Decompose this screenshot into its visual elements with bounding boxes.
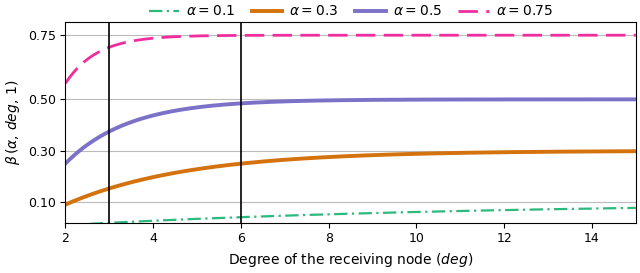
X-axis label: Degree of the receiving node ($deg$): Degree of the receiving node ($deg$) [228,251,474,269]
Legend: $\alpha = 0.1$, $\alpha = 0.3$, $\alpha = 0.5$, $\alpha = 0.75$: $\alpha = 0.1$, $\alpha = 0.3$, $\alpha … [148,4,552,18]
$\alpha = 0.75$ [61,82,69,85]
$\alpha = 0.75$ [506,34,514,37]
$\alpha = 0.75$ [292,34,300,37]
$\alpha = 0.3$ [292,157,300,161]
$\alpha = 0.1$ [61,224,69,227]
$\alpha = 0.3$ [506,150,514,154]
$\alpha = 0.3$ [313,156,321,159]
$\alpha = 0.3$ [516,150,524,154]
$\alpha = 0.75$ [120,41,127,44]
$\alpha = 0.1$ [516,208,524,211]
Line: $\alpha = 0.5$: $\alpha = 0.5$ [65,99,636,164]
$\alpha = 0.3$ [453,151,461,155]
$\alpha = 0.3$ [61,203,69,206]
$\alpha = 0.5$ [120,123,127,127]
$\alpha = 0.5$ [506,98,514,101]
$\alpha = 0.1$ [453,209,461,213]
Line: $\alpha = 0.1$: $\alpha = 0.1$ [65,208,636,225]
$\alpha = 0.3$ [632,150,639,153]
$\alpha = 0.1$ [120,221,127,224]
$\alpha = 0.1$ [313,213,321,216]
$\alpha = 0.75$ [632,34,639,37]
$\alpha = 0.5$ [61,162,69,165]
$\alpha = 0.5$ [453,98,461,101]
$\alpha = 0.75$ [516,34,524,37]
$\alpha = 0.1$ [632,206,639,210]
$\alpha = 0.75$ [453,34,461,37]
$\alpha = 0.1$ [506,208,514,212]
$\alpha = 0.5$ [516,98,524,101]
Line: $\alpha = 0.3$: $\alpha = 0.3$ [65,151,636,204]
$\alpha = 0.3$ [120,183,127,186]
$\alpha = 0.5$ [292,99,300,103]
$\alpha = 0.5$ [313,99,321,102]
Line: $\alpha = 0.75$: $\alpha = 0.75$ [65,35,636,83]
$\alpha = 0.1$ [292,214,300,217]
Y-axis label: $\beta\,( \alpha,\, deg,\, 1)$: $\beta\,( \alpha,\, deg,\, 1)$ [4,80,22,165]
$\alpha = 0.5$ [632,98,639,101]
$\alpha = 0.75$ [313,34,321,37]
